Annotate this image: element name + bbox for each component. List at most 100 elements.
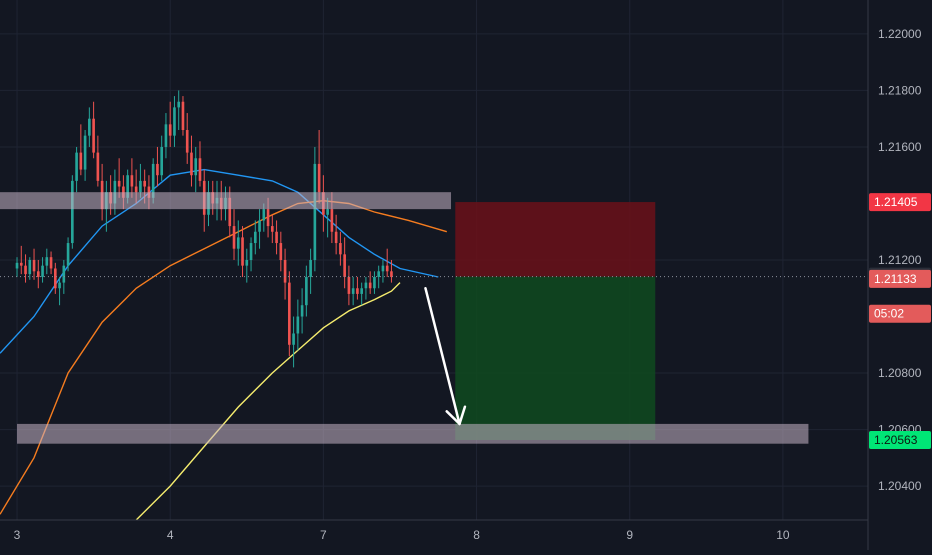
candle (381, 260, 385, 283)
candle (275, 220, 278, 255)
candle-body (339, 243, 342, 255)
candle-body (266, 209, 270, 227)
candle-body (236, 237, 240, 249)
candle-body (270, 226, 274, 232)
candle (249, 237, 253, 272)
candle (58, 276, 61, 306)
candle-body (313, 163, 317, 260)
candle (270, 214, 274, 244)
candle-body (279, 243, 283, 260)
time-tick-label: 3 (14, 528, 21, 542)
candle (83, 130, 87, 181)
candle-body (156, 163, 159, 176)
arrow-head (445, 410, 461, 426)
candle-body (249, 243, 253, 260)
candle-body (334, 231, 338, 244)
candle (292, 316, 295, 368)
candle (296, 299, 300, 351)
candle (317, 130, 321, 204)
stop-loss-box (455, 202, 656, 277)
candle-body (36, 271, 40, 277)
candle (343, 237, 346, 289)
candle-body (177, 101, 181, 108)
candle (32, 248, 36, 280)
candle (96, 135, 100, 187)
price-label: 1.20563 (869, 431, 931, 450)
candle-body (181, 101, 185, 130)
candle (36, 260, 40, 289)
price-tick-label: 1.21800 (878, 83, 922, 97)
candle (258, 209, 261, 249)
time-tick-label: 10 (776, 528, 790, 542)
candle-body (71, 180, 74, 244)
direction-arrow[interactable] (424, 287, 467, 426)
candle (45, 248, 49, 275)
candle-body (62, 265, 66, 283)
candle (241, 226, 244, 277)
candle-body (45, 257, 49, 266)
candle-body (258, 220, 261, 232)
candle-body (28, 260, 32, 275)
candle-body (164, 124, 168, 147)
candle-body (253, 231, 257, 244)
price-tick-label: 1.22000 (878, 27, 922, 41)
candle-body (283, 260, 287, 283)
candle-body (79, 152, 83, 170)
arrow-shaft (424, 287, 461, 426)
candle (305, 265, 308, 317)
candle-body (117, 180, 121, 187)
candle (117, 158, 121, 198)
candle (24, 254, 27, 283)
candle-body (19, 262, 23, 266)
candle-body (190, 152, 193, 176)
candle (194, 146, 198, 193)
candle-body (390, 271, 393, 277)
candle (373, 271, 376, 294)
candle (19, 245, 23, 275)
arrow-head (458, 405, 467, 426)
candle (92, 101, 95, 159)
candle (279, 231, 283, 272)
moving-average-line (0, 168, 439, 354)
supply-demand-zone (17, 423, 809, 444)
candle-body (381, 265, 385, 272)
candle-body (198, 158, 202, 181)
candle (368, 271, 372, 294)
candle-body (305, 276, 308, 306)
candle-body (241, 237, 244, 266)
price-label-box (869, 304, 931, 323)
candle-body (292, 333, 295, 345)
candle-body (83, 135, 87, 170)
candle (66, 237, 70, 272)
candle-body (262, 209, 266, 221)
candle-body (160, 146, 164, 176)
candle-body (364, 282, 368, 289)
candle-body (92, 118, 95, 153)
candle-body (245, 260, 249, 266)
candle-body (343, 254, 346, 277)
candle-body (134, 186, 138, 193)
candle-body (66, 243, 70, 266)
time-tick-label: 7 (320, 528, 327, 542)
candle-body (368, 282, 372, 289)
candle (236, 220, 240, 266)
candle-body (75, 152, 78, 181)
candle (88, 107, 91, 147)
candle (168, 101, 172, 147)
candle-body (330, 209, 334, 232)
candle-body (300, 305, 304, 317)
candle (283, 248, 287, 300)
price-label-text: 05:02 (874, 307, 904, 321)
candle-body (275, 231, 278, 244)
candle-body (194, 158, 198, 176)
candle-body (356, 288, 359, 294)
price-label: 05:02 (869, 304, 931, 323)
candle (62, 260, 66, 294)
candle-body (347, 276, 351, 294)
time-axis-panel (0, 520, 932, 550)
short-position-tool[interactable] (455, 202, 656, 441)
candle-body (49, 257, 53, 269)
candle-body (24, 265, 27, 275)
candle (339, 231, 342, 266)
